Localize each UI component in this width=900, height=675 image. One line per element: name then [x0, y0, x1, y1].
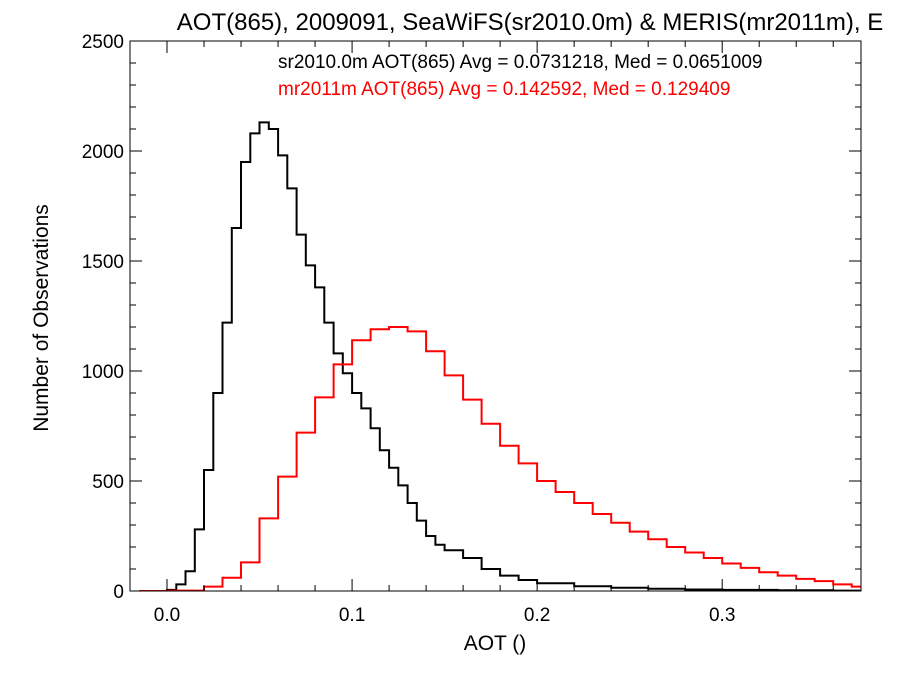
legend-entry-sr2010: sr2010.0m AOT(865) Avg = 0.0731218, Med … — [278, 52, 763, 73]
x-tick-label: 0.0 — [154, 605, 180, 626]
y-tick-label: 500 — [92, 472, 124, 493]
y-tick-label: 2000 — [82, 142, 124, 163]
y-tick-label: 0 — [113, 582, 124, 603]
series-line-1 — [139, 326, 861, 591]
series-line-0 — [139, 121, 861, 591]
plot-frame — [129, 40, 862, 592]
x-axis-label: AOT () — [464, 632, 527, 655]
x-tick-label: 0.1 — [339, 605, 365, 626]
y-tick-label: 1500 — [82, 252, 124, 273]
x-tick-label: 0.2 — [524, 605, 550, 626]
y-tick-label: 1000 — [82, 362, 124, 383]
y-tick-label: 2500 — [82, 32, 124, 53]
x-tick-label: 0.3 — [709, 605, 735, 626]
y-axis-label: Number of Observations — [30, 204, 53, 432]
legend-entry-mr2011m: mr2011m AOT(865) Avg = 0.142592, Med = 0… — [278, 79, 730, 100]
chart-title: AOT(865), 2009091, SeaWiFS(sr2010.0m) & … — [177, 9, 883, 36]
